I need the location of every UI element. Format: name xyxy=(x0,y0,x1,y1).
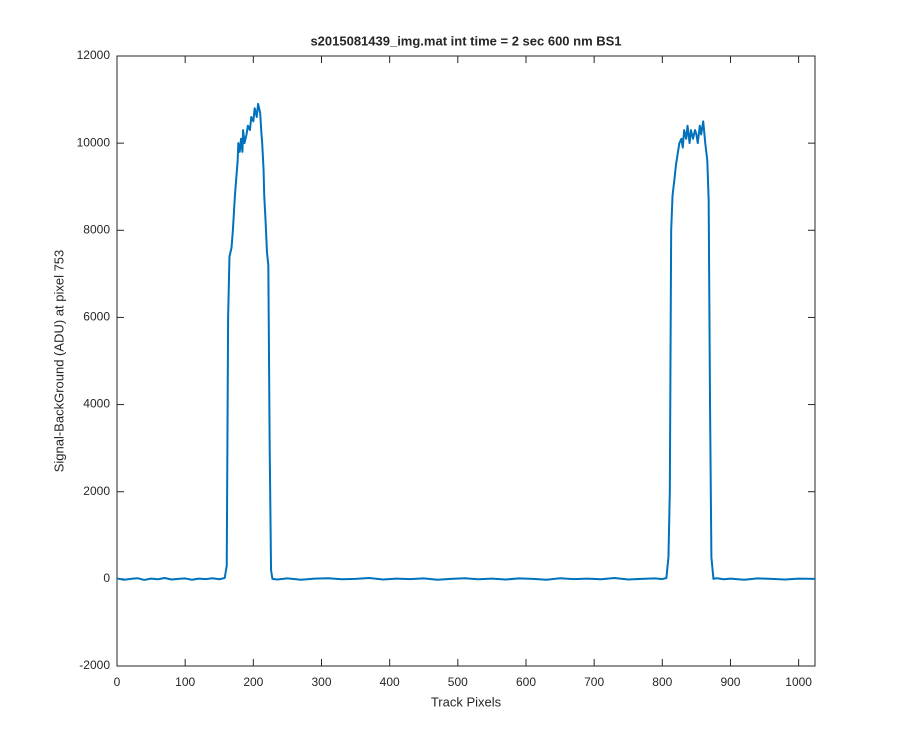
y-tick-label: 12000 xyxy=(77,48,111,62)
y-tick-label: 4000 xyxy=(83,397,110,411)
x-tick-label: 1000 xyxy=(785,675,812,689)
data-line xyxy=(116,102,816,581)
y-tick-label: 2000 xyxy=(83,484,110,498)
y-tick-label: -2000 xyxy=(79,658,110,672)
x-tick-label: 0 xyxy=(114,675,121,689)
chart-title: s2015081439_img.mat int time = 2 sec 600… xyxy=(310,33,621,48)
y-tick-label: 0 xyxy=(103,571,110,585)
x-tick-label: 100 xyxy=(175,675,195,689)
y-tick-label: 10000 xyxy=(77,135,111,149)
y-tick-label: 6000 xyxy=(83,310,110,324)
y-axis-label: Signal-BackGround (ADU) at pixel 753 xyxy=(51,250,66,473)
x-tick-label: 300 xyxy=(311,675,331,689)
x-tick-label: 600 xyxy=(516,675,536,689)
x-tick-label: 400 xyxy=(380,675,400,689)
y-tick-label: 8000 xyxy=(83,222,110,236)
x-axis-label: Track Pixels xyxy=(431,694,502,709)
x-tick-label: 900 xyxy=(720,675,740,689)
plot-box xyxy=(116,55,816,667)
x-tick-label: 500 xyxy=(448,675,468,689)
x-tick-label: 200 xyxy=(243,675,263,689)
x-tick-label: 800 xyxy=(652,675,672,689)
x-tick-label: 700 xyxy=(584,675,604,689)
